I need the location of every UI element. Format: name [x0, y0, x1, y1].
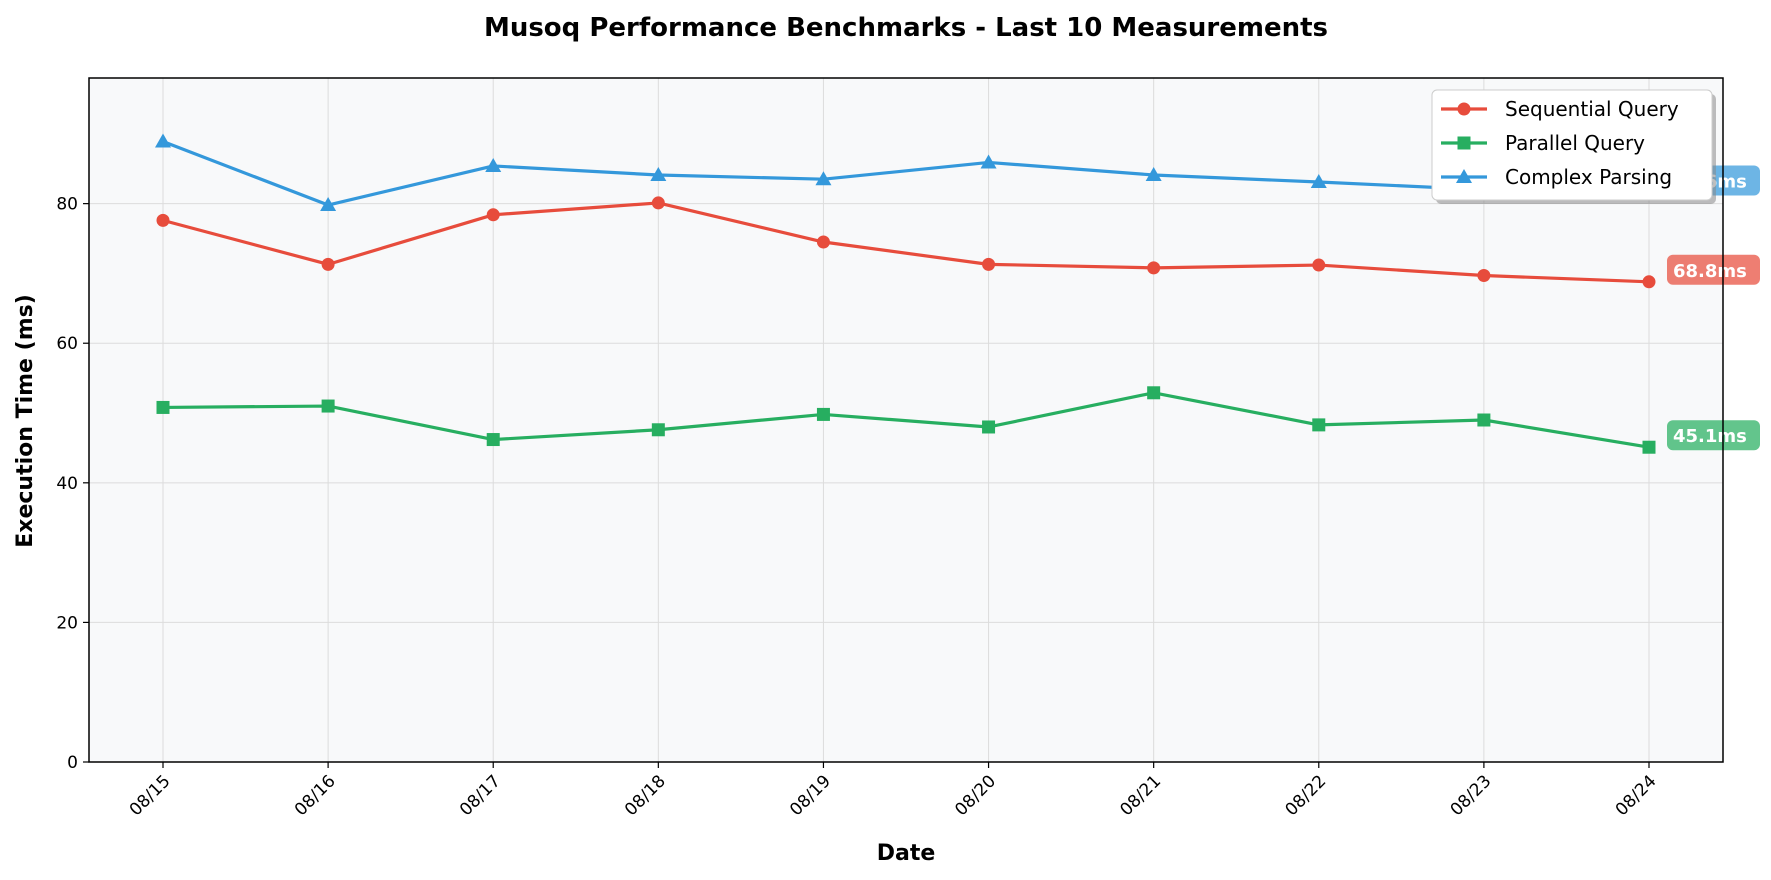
plot-frame: [88, 77, 1724, 763]
chart-title: Musoq Performance Benchmarks - Last 10 M…: [484, 13, 1328, 43]
parallel-query-line: [162, 391, 1650, 449]
complex-parsing-point: [1145, 167, 1162, 182]
x-tick-label: 08/18: [621, 771, 670, 820]
complex-parsing-line: [162, 140, 1650, 207]
x-tick-label: 08/20: [951, 771, 1000, 820]
sequential-query-point: [982, 257, 996, 271]
sequential-query-point: [156, 213, 170, 227]
x-tick-label: 08/16: [291, 771, 340, 820]
complex-parsing-point: [485, 157, 502, 172]
complex-parsing-point: [815, 171, 832, 186]
legend-entry-complex-parsing: Complex Parsing: [1441, 165, 1672, 189]
parallel-query-point: [486, 433, 500, 447]
legend-entry-parallel-query: Parallel Query: [1441, 131, 1645, 155]
parallel-query-point: [1147, 386, 1161, 400]
complex-parsing-point: [320, 197, 337, 212]
parallel-query-point: [1477, 413, 1491, 427]
legend-swatch-marker: [1457, 102, 1471, 116]
series-layer: [155, 133, 1657, 454]
sequential-query-line: [162, 201, 1650, 284]
parallel-query-point: [816, 407, 830, 421]
y-tick-label: 0: [67, 753, 78, 773]
parallel-query-point: [651, 423, 665, 437]
sequential-query-last-value: 68.8ms: [1667, 254, 1760, 285]
x-tick-label: 08/21: [1116, 771, 1165, 820]
parallel-query-point: [1312, 418, 1326, 432]
parallel-query-last-value-text: 45.1ms: [1673, 426, 1747, 447]
complex-parsing-point: [980, 154, 997, 169]
sequential-query-point: [816, 235, 830, 249]
y-axis-title: Execution Time (ms): [13, 294, 38, 548]
legend-box: [1431, 89, 1713, 201]
complex-parsing-point: [1310, 173, 1327, 188]
complex-parsing-point: [650, 167, 667, 182]
complex-parsing-point: [155, 133, 171, 148]
sequential-query-point: [1147, 261, 1161, 275]
sequential-query-last-value-text: 68.8ms: [1673, 261, 1747, 282]
x-tick-label: 08/24: [1612, 771, 1661, 820]
x-tick-label: 08/22: [1282, 771, 1331, 820]
legend-swatch-marker: [1457, 136, 1471, 150]
y-tick-label: 40: [56, 474, 78, 494]
x-axis-title: Date: [877, 841, 936, 866]
sequential-query-point: [1312, 258, 1326, 272]
sequential-query-point: [321, 257, 335, 271]
sequential-query-series: [156, 196, 1656, 289]
legend-entry-sequential-query: Sequential Query: [1441, 97, 1679, 121]
sequential-query-point: [1477, 269, 1491, 283]
y-axis: 0 20 40 60 80: [56, 195, 89, 773]
y-tick-label: 80: [56, 195, 78, 215]
y-tick-label: 60: [56, 334, 78, 354]
sequential-query-point: [1642, 275, 1656, 289]
y-tick-label: 20: [56, 613, 78, 633]
parallel-query-point: [321, 399, 335, 413]
parallel-query-point: [982, 420, 996, 434]
parallel-query-last-value-box: [1667, 420, 1760, 451]
legend-label: Complex Parsing: [1505, 165, 1672, 189]
parallel-query-point: [156, 400, 170, 414]
legend-label: Parallel Query: [1505, 131, 1645, 155]
parallel-query-last-value: 45.1ms: [1667, 420, 1760, 451]
legend: Sequential Query Parallel Query Complex Pa…: [1431, 89, 1716, 204]
legend-swatch-marker: [1456, 169, 1472, 183]
x-tick-label: 08/23: [1447, 771, 1496, 820]
sequential-query-point: [486, 208, 500, 222]
x-tick-label: 08/17: [456, 771, 505, 820]
x-tick-label: 08/15: [126, 771, 175, 820]
parallel-query-point: [1642, 440, 1656, 454]
x-tick-label: 08/19: [786, 771, 835, 820]
x-axis: 08/15 08/16 08/17 08/18 08/19 08/20 08/21 08/22…: [126, 762, 1661, 820]
legend-label: Sequential Query: [1505, 97, 1679, 121]
sequential-query-last-value-box: [1667, 254, 1760, 285]
sequential-query-point: [651, 196, 665, 210]
parallel-query-series: [156, 386, 1656, 454]
